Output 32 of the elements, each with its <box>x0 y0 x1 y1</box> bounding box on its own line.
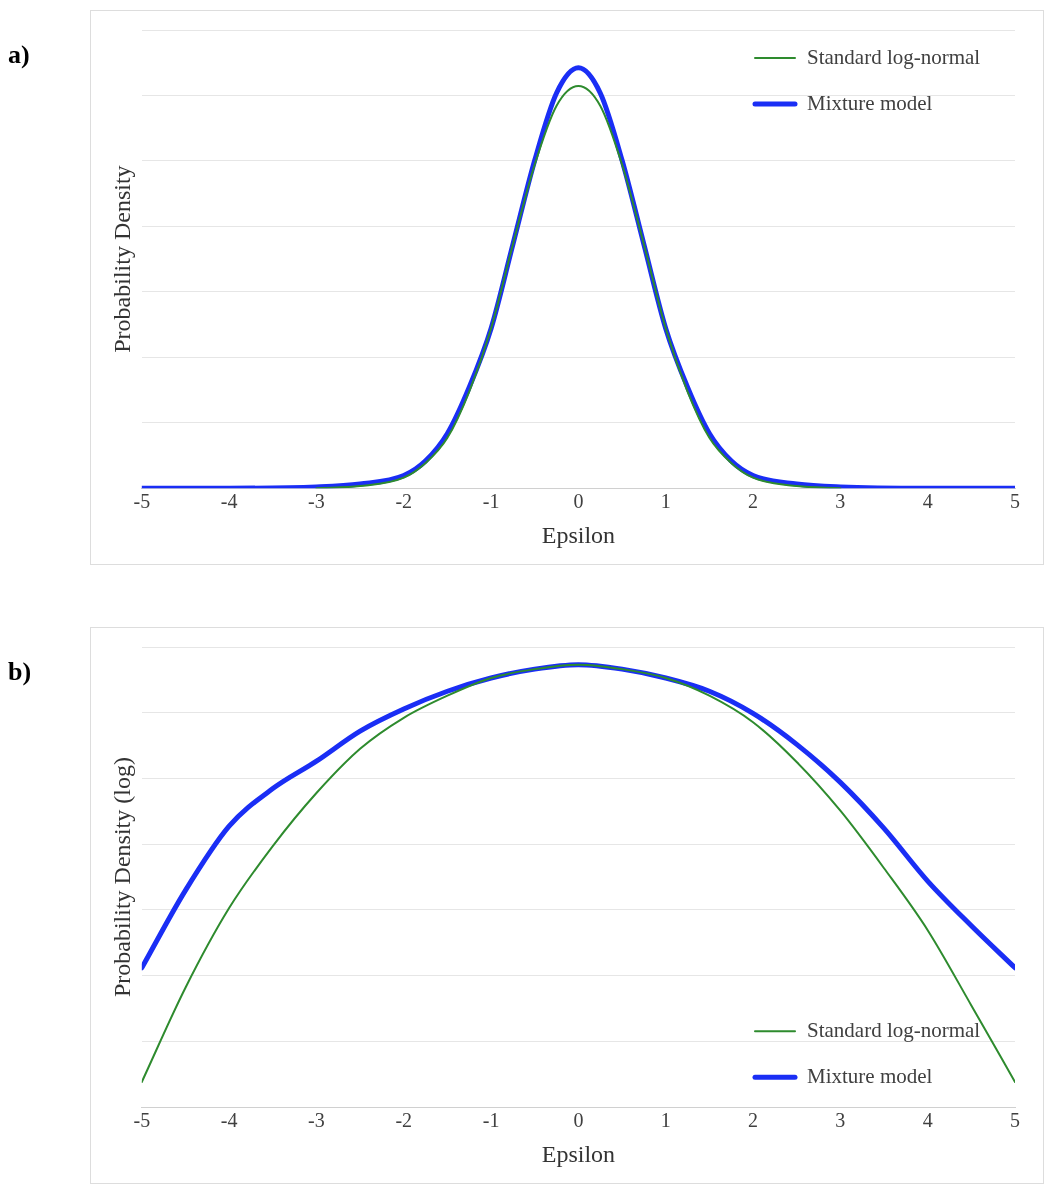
x-tick-label: -5 <box>133 490 151 513</box>
x-tick-label: -4 <box>220 490 238 513</box>
legend-label: Mixture model <box>807 1063 933 1088</box>
x-tick-label: 0 <box>573 1109 584 1132</box>
x-tick-label: -3 <box>308 490 325 513</box>
legend-label: Standard log-normal <box>807 44 981 69</box>
x-axis-title: Epsilon <box>541 521 616 548</box>
legend-label: Standard log-normal <box>807 1017 981 1042</box>
y-axis-title: Probability Density (log) <box>108 757 135 998</box>
x-axis-title: Epsilon <box>541 1140 616 1167</box>
legend-label: Mixture model <box>807 90 933 115</box>
x-tick-label: -2 <box>395 490 413 513</box>
x-tick-label: 5 <box>1010 490 1020 513</box>
x-tick-label: 4 <box>922 490 933 513</box>
x-tick-label: 5 <box>1010 1109 1020 1132</box>
x-tick-label: -4 <box>220 1109 238 1132</box>
x-tick-label: -2 <box>395 1109 413 1132</box>
x-tick-label: 2 <box>748 1109 759 1132</box>
x-tick-label: -1 <box>482 1109 500 1132</box>
text: b) <box>8 657 32 687</box>
x-tick-label: 4 <box>922 1109 933 1132</box>
x-tick-label: 1 <box>660 1109 671 1132</box>
y-axis-title: Probability Density <box>108 165 135 353</box>
x-tick-label: 3 <box>835 1109 846 1132</box>
x-tick-label: 0 <box>573 490 584 513</box>
x-tick-label: 2 <box>748 490 759 513</box>
x-tick-label: -1 <box>482 490 500 513</box>
text: a) <box>8 40 30 70</box>
x-tick-label: 3 <box>835 490 846 513</box>
x-tick-label: -3 <box>308 1109 325 1132</box>
x-tick-label: 1 <box>660 490 671 513</box>
x-tick-label: -5 <box>133 1109 151 1132</box>
